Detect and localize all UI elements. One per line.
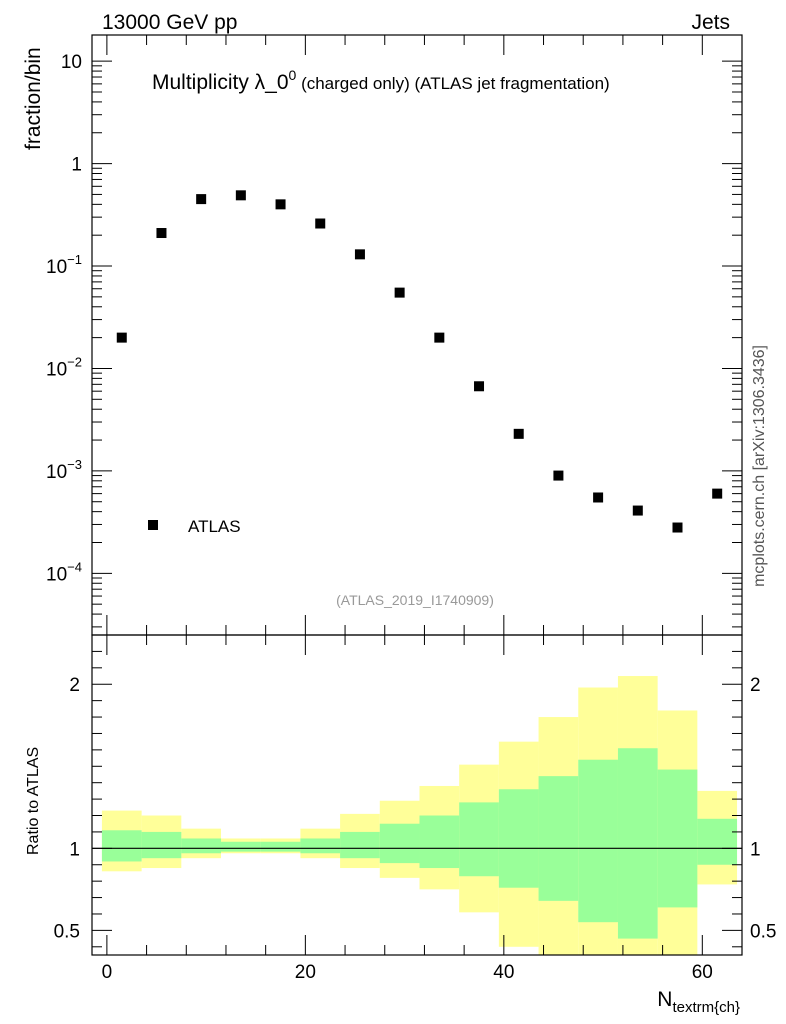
ratio-y-axis-label: Ratio to ATLAS bbox=[25, 747, 42, 855]
side-source-label: mcplots.cern.ch [arXiv:1306.3436] bbox=[751, 345, 768, 587]
data-point bbox=[632, 505, 643, 516]
x-tick-label: 20 bbox=[295, 962, 316, 983]
stat-uncertainty-bin bbox=[459, 802, 499, 877]
stat-uncertainty-bin bbox=[260, 841, 301, 852]
main-y-tick-label-base: 10 bbox=[46, 564, 67, 585]
data-point bbox=[315, 218, 326, 229]
main-y-tick-label-base: 10 bbox=[46, 462, 67, 483]
ratio-panel: 0.5 0.51 12 20 20 40 60 Ratio to ATLAS Ntextrm… bbox=[25, 634, 776, 1016]
legend-marker bbox=[148, 520, 158, 530]
main-y-tick-label-exp: −2 bbox=[67, 354, 82, 369]
x-axis-label-base: N bbox=[657, 988, 672, 1011]
main-y-tick-label-exp: −4 bbox=[67, 559, 82, 574]
stat-uncertainty-bin bbox=[340, 831, 380, 859]
stat-uncertainty-bin bbox=[141, 831, 182, 859]
main-y-tick-label-exp: −1 bbox=[67, 252, 82, 267]
stat-uncertainty-bin bbox=[379, 823, 420, 864]
data-point bbox=[593, 492, 604, 503]
stat-uncertainty-bin bbox=[498, 789, 539, 888]
main-y-tick-label: 10 bbox=[61, 52, 82, 73]
ratio-y-tick-label-right: 2 bbox=[750, 675, 761, 696]
x-axis-label: Ntextrm{ch} bbox=[657, 988, 740, 1016]
stat-uncertainty-bin bbox=[538, 776, 579, 901]
main-y-tick-label-base: 10 bbox=[61, 52, 82, 73]
x-axis-label-sub: textrm{ch} bbox=[672, 999, 740, 1016]
data-point bbox=[553, 470, 564, 481]
data-point bbox=[513, 428, 524, 439]
stat-uncertainty-bin bbox=[300, 838, 341, 854]
ratio-y-tick-label: 2 bbox=[69, 675, 80, 696]
data-point bbox=[434, 332, 445, 343]
main-y-tick-label-base: 10 bbox=[46, 257, 67, 278]
main-y-tick-label-base: 10 bbox=[46, 359, 67, 380]
data-point bbox=[275, 199, 286, 210]
main-y-tick-label: 10−1 bbox=[46, 252, 82, 278]
data-point bbox=[672, 522, 683, 533]
main-title-suffix: (charged only) (ATLAS jet fragmentation) bbox=[296, 74, 609, 93]
stat-uncertainty-bin bbox=[578, 759, 618, 923]
main-y-tick-label-exp: −3 bbox=[67, 457, 82, 472]
main-title: Multiplicity λ_00 (charged only) (ATLAS … bbox=[152, 67, 610, 94]
ratio-y-tick-label: 0.5 bbox=[54, 921, 80, 942]
main-title-sup: 0 bbox=[289, 67, 297, 83]
data-point bbox=[394, 287, 405, 298]
data-point bbox=[116, 332, 127, 343]
ratio-plot-frame bbox=[91, 634, 743, 956]
data-point bbox=[712, 488, 723, 499]
main-y-tick-label: 10−4 bbox=[46, 559, 82, 585]
stat-uncertainty-bin bbox=[657, 769, 698, 908]
stat-uncertainty-bin bbox=[617, 748, 658, 939]
header-process-label: Jets bbox=[691, 11, 730, 34]
x-tick-label: 40 bbox=[493, 962, 514, 983]
main-y-axis-label: fraction/bin bbox=[22, 47, 45, 150]
main-y-tick-label: 10−3 bbox=[46, 457, 82, 483]
x-tick-label: 60 bbox=[692, 962, 713, 983]
analysis-id-label: (ATLAS_2019_I1740909) bbox=[336, 592, 494, 608]
data-point bbox=[474, 381, 485, 392]
x-tick-label: 0 bbox=[102, 962, 113, 983]
data-point bbox=[354, 249, 365, 260]
data-point bbox=[196, 194, 207, 205]
data-point bbox=[235, 190, 246, 201]
main-y-tick-label-base: 1 bbox=[71, 155, 82, 176]
stat-uncertainty-bin bbox=[697, 818, 738, 865]
main-y-tick-label: 10−2 bbox=[46, 354, 82, 380]
main-title-text: Multiplicity λ_0 bbox=[152, 71, 289, 94]
ratio-y-tick-label: 1 bbox=[69, 839, 80, 860]
ratio-y-tick-label-right: 0.5 bbox=[750, 921, 776, 942]
stat-uncertainty-bin bbox=[419, 815, 460, 869]
main-y-tick-label: 1 bbox=[71, 155, 82, 176]
legend-label: ATLAS bbox=[188, 517, 241, 536]
stat-uncertainty-bin bbox=[101, 830, 142, 862]
data-point bbox=[156, 228, 167, 239]
stat-uncertainty-bin bbox=[181, 838, 222, 854]
main-panel: Multiplicity λ_00 (charged only) (ATLAS … bbox=[22, 34, 743, 636]
stat-uncertainty-bin bbox=[221, 841, 261, 852]
ratio-y-tick-label-right: 1 bbox=[750, 839, 761, 860]
main-plot-frame bbox=[91, 34, 743, 636]
header-energy-label: 13000 GeV pp bbox=[102, 11, 237, 34]
